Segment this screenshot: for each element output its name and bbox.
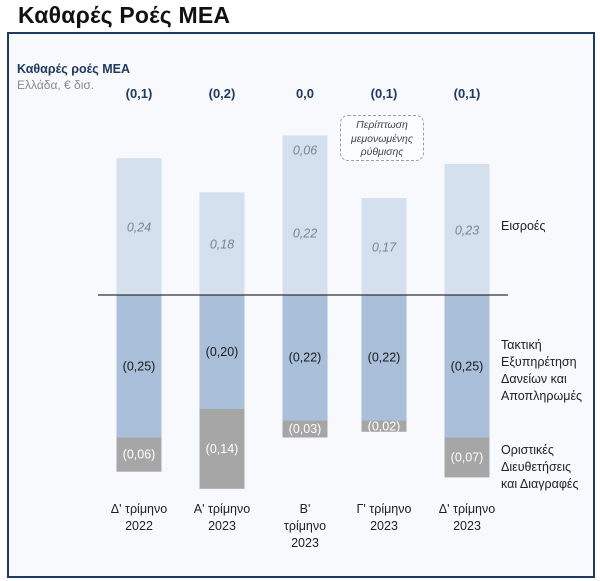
inflow-bar (282, 135, 328, 295)
repayment-bar (444, 295, 490, 438)
chart-title: Καθαρές ροές ΜΕΑ (17, 62, 130, 76)
repayment-value-label: (0,25) (451, 359, 484, 373)
callout-line: ρύθμισης (360, 146, 404, 158)
repayment-value-label: (0,22) (368, 351, 401, 365)
callout-box: Περίπτωση μεμονωμένης ρύθμισης (340, 115, 424, 161)
legend-writeoffs: Οριστικές Διευθετήσεις και Διαγραφές (501, 442, 579, 493)
callout-line: Περίπτωση (356, 119, 408, 131)
page-title: Καθαρές Ροές ΜΕΑ (18, 2, 231, 28)
repayment-value-label: (0,25) (123, 359, 156, 373)
category-label: Δ' τρίμηνο (439, 502, 495, 516)
legend-line: Δανείων και (501, 372, 567, 386)
writeoff-bar (116, 437, 162, 472)
writeoff-value-label: (0,02) (368, 419, 401, 433)
net-flow-label: (0,2) (209, 86, 236, 101)
inflow-bar (361, 198, 407, 295)
override-value-label: 0,06 (293, 144, 317, 158)
category-label: 2023 (291, 536, 319, 550)
writeoff-bar (444, 437, 490, 478)
writeoff-bar (361, 420, 407, 432)
inflow-bar (444, 163, 490, 295)
repayment-value-label: (0,20) (206, 345, 239, 359)
writeoff-bar (199, 409, 245, 489)
writeoff-value-label: (0,07) (451, 450, 484, 464)
repayment-bar (199, 295, 245, 409)
inflow-value-label: 0,22 (293, 226, 317, 240)
category-label: Γ' τρίμηνο (357, 502, 412, 516)
inflow-value-label: 0,23 (455, 223, 479, 237)
repayment-bar (282, 295, 328, 421)
inflow-value-label: 0,17 (372, 241, 397, 255)
writeoff-bar (282, 420, 328, 438)
writeoff-value-label: (0,06) (123, 448, 156, 462)
category-label: 2022 (125, 519, 153, 533)
legend-inflows: Εισροές (501, 218, 546, 235)
legend-line: Τακτική (501, 338, 542, 352)
chart-subtitle: Ελλάδα, € δισ. (17, 78, 95, 92)
legend-line: Εισροές (501, 219, 546, 233)
inflow-bar (199, 192, 245, 295)
legend-line: Αποπληρωμές (501, 389, 583, 403)
inflow-value-label: 0,18 (210, 238, 234, 252)
legend-line: Εξυπηρέτηση (501, 355, 577, 369)
category-label: Δ' τρίμηνο (111, 502, 167, 516)
category-label: τρίμηνο (284, 519, 326, 533)
repayment-value-label: (0,22) (289, 351, 322, 365)
category-label: Β' (300, 502, 311, 516)
writeoff-value-label: (0,14) (206, 442, 239, 456)
repayment-bar (361, 295, 407, 421)
inflow-value-label: 0,24 (127, 221, 151, 235)
inflow-bar (116, 158, 162, 295)
category-label: 2023 (453, 519, 481, 533)
category-label: Α' τρίμηνο (194, 502, 250, 516)
legend-repayments: Τακτική Εξυπηρέτηση Δανείων και Αποπληρω… (501, 337, 582, 405)
net-flow-label: (0,1) (371, 86, 398, 101)
repayment-bar (116, 295, 162, 438)
callout-line: μεμονωμένης (351, 132, 413, 145)
category-label: 2023 (370, 519, 398, 533)
net-flow-label: (0,1) (454, 86, 481, 101)
category-label: 2023 (208, 519, 236, 533)
writeoff-value-label: (0,03) (289, 422, 322, 436)
legend-line: Διευθετήσεις (501, 460, 572, 474)
net-flow-label: 0,0 (296, 86, 314, 101)
legend-line: Οριστικές (501, 443, 554, 457)
legend-line: και Διαγραφές (501, 477, 579, 491)
net-flow-label: (0,1) (126, 86, 153, 101)
